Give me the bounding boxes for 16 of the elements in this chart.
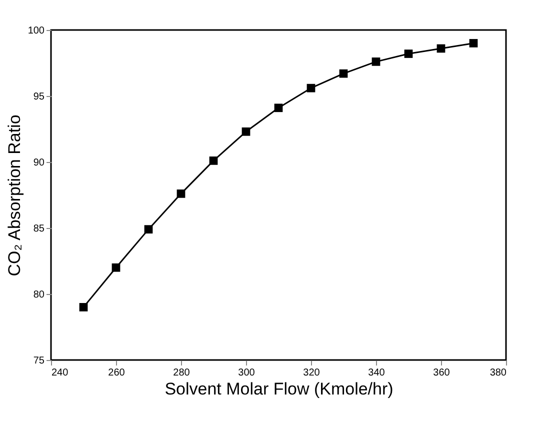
x-tick-label: 320 xyxy=(303,368,320,378)
y-tick-label: 95 xyxy=(33,92,45,102)
y-tick-label: 90 xyxy=(33,158,45,168)
x-tick-label: 380 xyxy=(490,368,507,378)
y-tick-label: 85 xyxy=(33,224,45,234)
y-tick-label: 100 xyxy=(28,26,45,36)
y-tick-label: 80 xyxy=(33,290,45,300)
x-tick-label: 240 xyxy=(52,368,69,378)
x-tick-label: 280 xyxy=(173,368,190,378)
y-tick-label: 75 xyxy=(33,356,45,366)
x-tick-label: 340 xyxy=(368,368,386,378)
y-axis-title: CO₂ Absorption Ratio xyxy=(4,114,24,276)
x-tick-label: 360 xyxy=(433,368,450,378)
x-tick-label: 300 xyxy=(238,368,256,378)
x-tick-label: 260 xyxy=(108,368,126,378)
x-axis-title: Solvent Molar Flow (Kmole/hr) xyxy=(164,380,394,398)
